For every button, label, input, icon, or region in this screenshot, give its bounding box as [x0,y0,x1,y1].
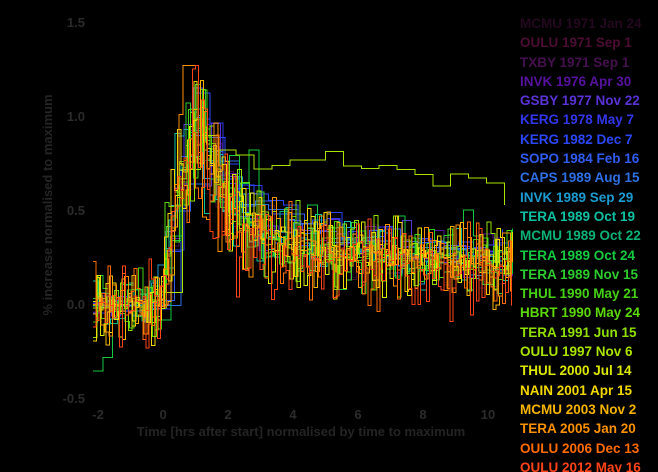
x-tick-label: 6 [354,407,361,422]
legend-item: MCMU 1989 Oct 22 [520,228,641,244]
y-tick-label: 1.0 [67,109,85,124]
y-axis-title: % increase normalised to maximum [40,94,55,316]
legend-item: TXBY 1971 Sep 1 [520,54,630,70]
legend-item: TERA 2005 Jan 20 [520,421,636,437]
legend-item: INVK 1989 Sep 29 [520,189,634,205]
legend-item: GSBY 1977 Nov 22 [520,93,640,109]
legend-item: OULU 1971 Sep 1 [520,35,632,51]
series-line [93,111,512,340]
legend-item: KERG 1982 Dec 7 [520,131,633,147]
legend: MCMU 1971 Jan 24 OULU 1971 Sep 1 TXBY 1971… [520,14,658,472]
x-tick-label: -2 [92,407,104,422]
legend-item: TERA 1989 Oct 19 [520,208,636,224]
legend-item: TERA 1989 Nov 15 [520,266,639,282]
x-tick-label: 10 [481,407,495,422]
x-tick-label: 2 [224,407,231,422]
legend-item: NAIN 2001 Apr 15 [520,382,633,398]
legend-item: OULU 1997 Nov 6 [520,344,633,360]
y-tick-label: 0.0 [67,297,85,312]
legend-item: TERA 1991 Jun 15 [520,324,637,340]
x-tick-label: 0 [159,407,166,422]
legend-item: MCMU 2003 Nov 2 [520,401,637,417]
y-tick-label: 0.5 [67,203,85,218]
legend-item: TERA 1989 Oct 24 [520,247,636,263]
legend-item: HBRT 1990 May 24 [520,305,641,321]
series-line [93,65,512,349]
legend-item: THUL 1990 May 21 [520,286,639,302]
legend-item: THUL 2000 Jul 14 [520,363,632,379]
legend-item: OULU 2012 May 16 [520,459,641,472]
x-tick-label: 8 [419,407,426,422]
x-tick-label: 4 [289,407,297,422]
legend-item: MCMU 1971 Jan 24 [520,16,642,31]
legend-item: INVK 1976 Apr 30 [520,73,632,89]
legend-item: OULU 2006 Dec 13 [520,440,640,456]
legend-item: CAPS 1989 Aug 15 [520,170,640,186]
legend-item: SOPO 1984 Feb 16 [520,151,640,167]
y-tick-label: -0.5 [63,391,85,406]
legend-item: KERG 1978 May 7 [520,112,635,128]
x-axis-title: Time [hrs after start] normalised by tim… [136,424,466,439]
y-tick-label: 1.5 [67,15,85,30]
